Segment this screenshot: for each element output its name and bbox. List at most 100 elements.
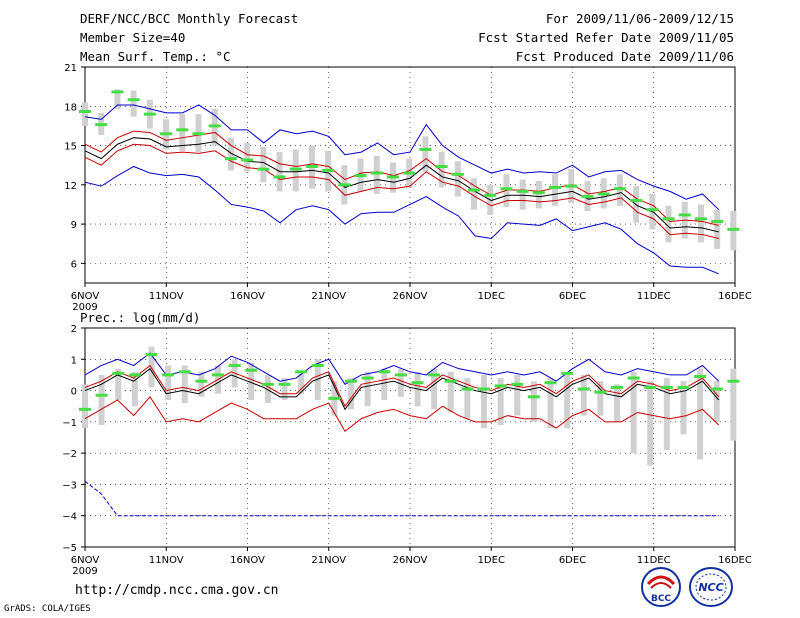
prec-observed-marker-12	[278, 382, 291, 386]
prec-observed-marker-6	[178, 370, 191, 374]
prec-ytick-label-4: −1	[62, 418, 77, 429]
temp-ytick-label-5: 21	[64, 63, 77, 74]
temp-observed-marker-40	[727, 227, 740, 231]
temp-ensemble-box-2	[114, 89, 121, 109]
prec-ensemble-box-2	[115, 368, 122, 400]
prec-ensemble-box-32	[614, 384, 620, 422]
prec-series-mean-spread	[84, 395, 720, 432]
temp-observed-marker-1	[95, 123, 108, 127]
temp-series-mean-spread	[84, 130, 719, 226]
temp-observed-marker-19	[386, 175, 399, 179]
prec-ensemble-box-6	[181, 365, 188, 404]
prec-ensemble-box-26	[514, 374, 521, 416]
prec-xtick-label-8: 16DEC	[718, 555, 752, 566]
temp-xtick-label-1: 11NOV	[149, 291, 184, 302]
fcst-started-date: Fcst Started Refer Date 2009/11/05	[478, 30, 734, 45]
temp-observed-marker-38	[694, 217, 707, 221]
temp-observed-marker-18	[370, 171, 383, 175]
prec-ensemble-box-28	[547, 378, 554, 429]
temp-observed-marker-23	[451, 172, 464, 176]
temp-observed-marker-36	[662, 217, 675, 221]
prec-ytick-label-5: 0	[71, 387, 77, 398]
temp-ensemble-box-6	[179, 114, 186, 151]
prec-ytick-label-0: −5	[62, 543, 77, 554]
temp-observed-marker-17	[354, 174, 367, 178]
temp-xtick-label-0: 6NOV	[71, 291, 100, 302]
temp-ensemble-box-18	[373, 156, 380, 194]
temp-ensemble-box-28	[535, 180, 542, 209]
temp-xtick-label-2: 16NOV	[230, 291, 265, 302]
prec-xtick-label-3: 21NOV	[311, 555, 346, 566]
temp-observed-marker-10	[241, 158, 254, 162]
temp-observed-marker-31	[581, 195, 594, 199]
temp-observed-marker-29	[549, 185, 562, 189]
temp-observed-marker-14	[305, 164, 318, 168]
prec-observed-marker-4	[145, 353, 158, 357]
temp-observed-marker-7	[192, 132, 205, 136]
prec-ensemble-box-3	[131, 371, 138, 407]
prec-observed-marker-5	[162, 373, 175, 377]
prec-xtick-label-6: 6DEC	[559, 555, 586, 566]
prec-ensemble-box-29	[564, 371, 571, 429]
prec-ytick-label-1: −4	[62, 512, 77, 523]
temp-ensemble-box-36	[665, 205, 672, 243]
prec-ensemble-box-31	[597, 381, 604, 416]
temp-observed-marker-16	[338, 183, 351, 187]
prec-ensemble-box-19	[397, 368, 404, 397]
temp-ensemble-box-9	[227, 137, 234, 171]
temp-ensemble-box-10	[244, 142, 251, 172]
temp-observed-marker-0	[79, 110, 91, 114]
prec-observed-marker-26	[511, 382, 524, 386]
temp-ensemble-box-38	[697, 204, 704, 243]
prec-observed-marker-25	[494, 384, 507, 388]
prec-ensemble-box-22	[447, 371, 454, 413]
temp-xtick-label-7: 11DEC	[637, 291, 671, 302]
prec-observed-marker-9	[228, 364, 241, 368]
prec-observed-marker-21	[428, 373, 441, 377]
temp-series-ensemble-max	[84, 104, 720, 211]
temp-ensemble-box-23	[454, 161, 461, 197]
fcst-produced-date: Fcst Produced Date 2009/11/06	[515, 49, 734, 64]
temp-ytick-label-3: 15	[64, 142, 77, 153]
prec-ensemble-box-23	[464, 378, 471, 419]
source-url[interactable]: http://cmdp.ncc.cma.gov.cn	[75, 583, 279, 598]
temp-ensemble-box-0	[82, 102, 88, 126]
prec-ensemble-box-33	[630, 371, 637, 454]
prec-xtick-label-7: 11DEC	[637, 555, 671, 566]
prec-observed-marker-32	[611, 385, 623, 389]
prec-xtick-label-4: 26NOV	[393, 555, 428, 566]
temp-ensemble-box-21	[422, 136, 429, 172]
prec-ensemble-box-11	[264, 374, 271, 404]
grads-credit: GrADS: COLA/IGES	[4, 604, 91, 614]
prec-ensemble-box-38	[713, 381, 720, 422]
prec-series-ensemble-mean	[84, 367, 720, 411]
temp-xtick-label-6: 6DEC	[559, 291, 586, 302]
prec-observed-marker-35	[660, 385, 673, 389]
temp-observed-marker-15	[322, 168, 335, 172]
prec-observed-marker-22	[444, 379, 457, 383]
prec-ytick-label-3: −2	[62, 449, 77, 460]
prec-observed-marker-1	[95, 393, 108, 397]
temp-observed-marker-5	[160, 132, 173, 136]
bcc-logo: BCC	[641, 567, 681, 607]
prec-ensemble-box-27	[530, 381, 537, 422]
temp-observed-marker-6	[176, 128, 189, 132]
prec-observed-marker-36	[677, 385, 690, 389]
prec-ensemble-box-13	[298, 371, 305, 394]
prec-observed-marker-24	[478, 387, 490, 391]
temp-observed-marker-24	[468, 188, 481, 192]
temp-ensemble-box-24	[471, 178, 478, 210]
temp-observed-marker-28	[532, 191, 545, 195]
temp-observed-marker-22	[435, 164, 448, 168]
temp-observed-marker-3	[127, 98, 140, 102]
temp-observed-marker-34	[630, 199, 643, 203]
prec-observed-marker-34	[644, 385, 657, 389]
prec-observed-marker-19	[394, 373, 407, 377]
temp-ytick-label-1: 9	[71, 220, 77, 231]
temp-observed-marker-39	[711, 219, 724, 223]
temp-observed-marker-27	[516, 189, 529, 193]
prec-observed-marker-31	[594, 390, 607, 394]
prec-ensemble-box-25	[497, 378, 504, 425]
